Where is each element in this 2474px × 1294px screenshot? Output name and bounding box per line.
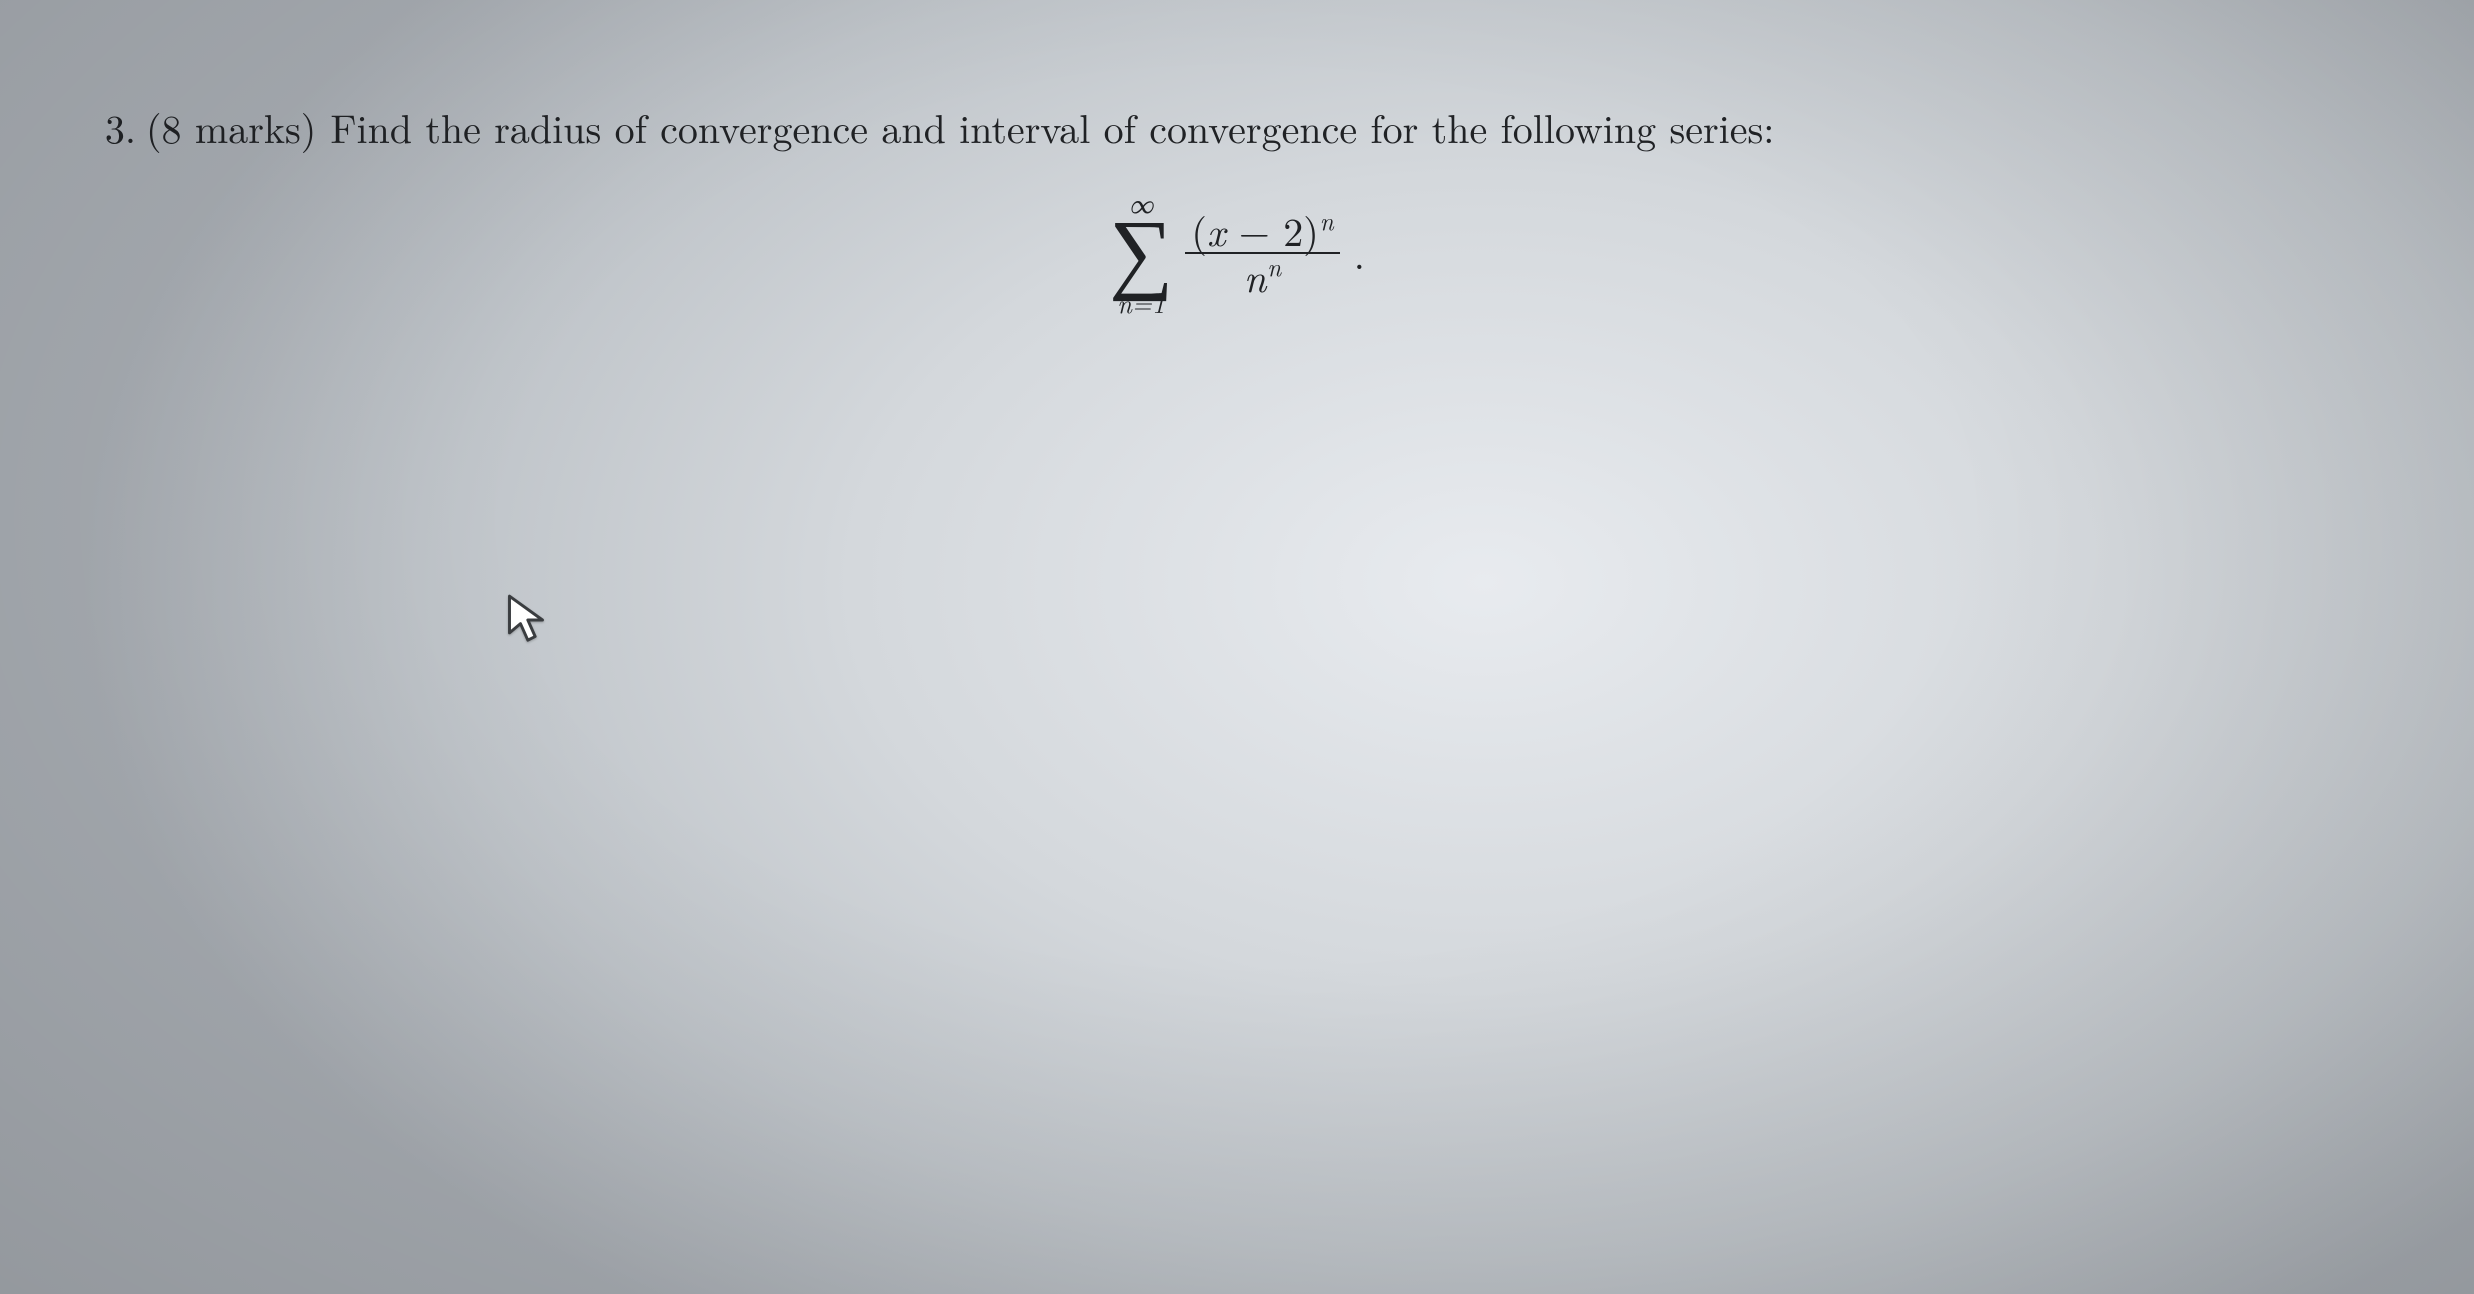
formula-container: ∞ ∑ n=1 (x − 2)n nn . (80, 190, 2394, 316)
problem-prompt: Find the radius of convergence and inter… (330, 100, 2394, 154)
num-const: 2 (1283, 201, 1303, 258)
sum-lower-eq: = (1132, 284, 1152, 321)
trailing-period: . (1354, 224, 1365, 281)
den-base: n (1244, 247, 1266, 304)
sum-lower-value: 1 (1152, 284, 1165, 321)
fraction: (x − 2)n nn (1185, 208, 1339, 298)
numerator: (x − 2)n (1185, 208, 1339, 252)
series-formula: ∞ ∑ n=1 (x − 2)n nn . (1109, 190, 1365, 316)
sum-lower-var: n (1117, 284, 1132, 321)
problem-number: 3. (80, 100, 146, 154)
mouse-cursor-icon (504, 592, 548, 648)
den-exponent: n (1267, 249, 1281, 284)
num-close-paren: ) (1303, 201, 1319, 258)
sigma-glyph: ∑ (1109, 216, 1173, 290)
num-open-paren: ( (1191, 201, 1207, 258)
denominator: nn (1238, 254, 1287, 298)
document-page: 3. (8 marks) Find the radius of converge… (0, 0, 2474, 316)
sigma-symbol: ∞ ∑ n=1 (1109, 190, 1173, 316)
num-var-x: x (1207, 201, 1226, 258)
sum-lower-limit: n=1 (1117, 290, 1165, 316)
problem-line: 3. (8 marks) Find the radius of converge… (80, 100, 2394, 154)
num-exponent: n (1320, 203, 1334, 238)
problem-marks: (8 marks) (146, 100, 330, 154)
